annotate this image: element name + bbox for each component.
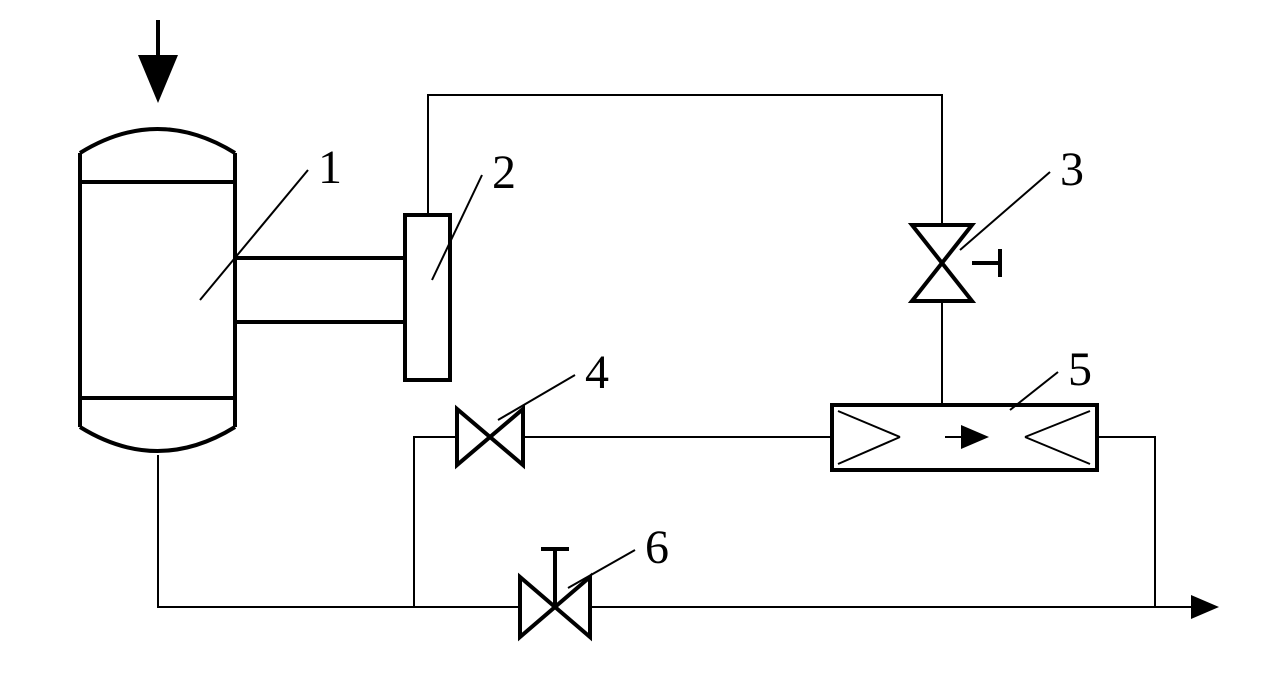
label-2: 2 <box>492 145 516 200</box>
pipe-leader6 <box>568 550 635 588</box>
label-4: 4 <box>585 345 609 400</box>
ejector-5 <box>832 405 1097 470</box>
valve-4 <box>457 409 523 465</box>
label-1: 1 <box>318 140 342 195</box>
label-3: 3 <box>1060 142 1084 197</box>
pipe-tank_bottom_out <box>158 455 520 607</box>
pipe-leader1 <box>200 170 308 300</box>
pipe-branch_to_valve4 <box>414 437 457 607</box>
label-6: 6 <box>645 520 669 575</box>
pipe-leader3 <box>960 172 1050 250</box>
vessel-tank <box>80 129 235 451</box>
valve-6 <box>520 549 590 637</box>
pipe-leader2 <box>432 175 482 280</box>
pipe-leader4 <box>498 375 575 420</box>
component-block <box>405 215 450 380</box>
pipe-ejector_out_down <box>1097 437 1155 607</box>
valve-3 <box>912 225 1000 301</box>
label-5: 5 <box>1068 342 1092 397</box>
